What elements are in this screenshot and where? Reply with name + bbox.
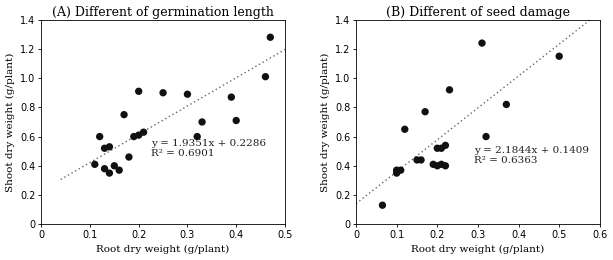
Point: [428, 162, 438, 166]
Y-axis label: Shoot dry weight (g/plant): Shoot dry weight (g/plant): [321, 52, 330, 192]
Point: [477, 41, 487, 45]
Point: [100, 146, 110, 150]
Point: [183, 92, 192, 96]
Point: [114, 168, 124, 172]
Point: [197, 120, 207, 124]
Point: [378, 203, 387, 207]
Point: [392, 171, 402, 175]
Point: [432, 164, 442, 168]
X-axis label: Root dry weight (g/plant): Root dry weight (g/plant): [411, 245, 544, 255]
Point: [444, 88, 454, 92]
Title: (B) Different of seed damage: (B) Different of seed damage: [386, 5, 570, 18]
Point: [436, 162, 446, 166]
Point: [400, 127, 409, 131]
Point: [392, 168, 402, 172]
Point: [265, 35, 275, 39]
Point: [192, 134, 202, 139]
Text: y = 2.1844x + 0.1409
R² = 0.6363: y = 2.1844x + 0.1409 R² = 0.6363: [474, 146, 589, 165]
Point: [501, 102, 511, 107]
Text: y = 1.9351x + 0.2286
R² = 0.6901: y = 1.9351x + 0.2286 R² = 0.6901: [151, 139, 266, 158]
Point: [554, 54, 564, 58]
Title: (A) Different of germination length: (A) Different of germination length: [52, 5, 274, 18]
Point: [441, 164, 451, 168]
Point: [412, 158, 422, 162]
Point: [124, 155, 134, 159]
Point: [139, 130, 148, 134]
Point: [105, 145, 115, 149]
Point: [95, 134, 105, 139]
Point: [481, 134, 491, 139]
Point: [261, 75, 270, 79]
Y-axis label: Shoot dry weight (g/plant): Shoot dry weight (g/plant): [6, 52, 15, 192]
Point: [134, 89, 143, 93]
Point: [90, 162, 100, 166]
Point: [231, 118, 241, 122]
Point: [432, 146, 442, 150]
Point: [420, 110, 430, 114]
Point: [105, 171, 115, 175]
Point: [109, 164, 119, 168]
Point: [396, 168, 406, 172]
Point: [129, 134, 139, 139]
Point: [158, 91, 168, 95]
Point: [134, 133, 143, 137]
Point: [226, 95, 236, 99]
Point: [441, 143, 451, 147]
Point: [436, 146, 446, 150]
Point: [100, 167, 110, 171]
Point: [416, 158, 426, 162]
Point: [119, 113, 129, 117]
X-axis label: Root dry weight (g/plant): Root dry weight (g/plant): [96, 245, 230, 255]
